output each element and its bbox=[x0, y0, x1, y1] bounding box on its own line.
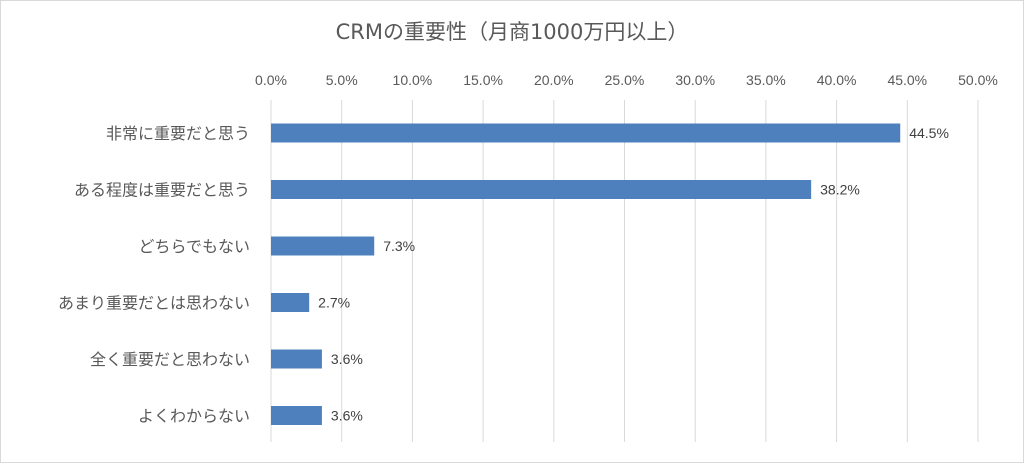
category-label: あまり重要だとは思わない bbox=[58, 294, 250, 313]
x-tick-label: 20.0% bbox=[534, 72, 574, 88]
x-tick-label: 10.0% bbox=[393, 72, 433, 88]
data-label: 38.2% bbox=[820, 182, 860, 198]
category-labels: 非常に重要だと思うある程度は重要だと思うどちらでもないあまり重要だとは思わない全… bbox=[58, 124, 250, 426]
bar bbox=[271, 349, 322, 369]
category-label: どちらでもない bbox=[138, 237, 250, 256]
bar bbox=[271, 180, 812, 199]
category-label: よくわからない bbox=[138, 407, 250, 426]
chart-title: CRMの重要性（月商1000万円以上） bbox=[335, 20, 689, 44]
data-label: 2.7% bbox=[318, 295, 350, 311]
x-tick-label: 30.0% bbox=[675, 72, 715, 88]
data-label: 3.6% bbox=[331, 351, 363, 367]
x-tick-label: 0.0% bbox=[255, 72, 287, 88]
x-tick-label: 35.0% bbox=[746, 72, 786, 88]
data-label: 7.3% bbox=[383, 238, 415, 254]
bar bbox=[271, 123, 901, 143]
bar bbox=[271, 406, 322, 425]
x-tick-label: 45.0% bbox=[887, 72, 927, 88]
x-tick-label: 15.0% bbox=[463, 72, 503, 88]
gridlines bbox=[270, 100, 979, 442]
x-tick-label: 50.0% bbox=[958, 72, 998, 88]
data-label: 3.6% bbox=[331, 408, 363, 424]
data-label: 44.5% bbox=[909, 125, 949, 141]
category-label: 非常に重要だと思う bbox=[106, 124, 250, 143]
data-labels: 44.5% 38.2% 7.3% 2.7% 3.6% 3.6% bbox=[318, 125, 949, 424]
x-tick-label: 25.0% bbox=[605, 72, 645, 88]
x-tick-label: 5.0% bbox=[326, 72, 358, 88]
x-axis-ticks: 0.0% 5.0% 10.0% 15.0% 20.0% 25.0% 30.0% 35.0% 40… bbox=[255, 72, 998, 88]
x-tick-label: 40.0% bbox=[817, 72, 857, 88]
bar bbox=[271, 236, 375, 256]
bars bbox=[271, 123, 901, 425]
bar bbox=[271, 293, 310, 312]
category-label: ある程度は重要だと思う bbox=[74, 181, 250, 200]
category-label: 全く重要だと思わない bbox=[90, 350, 250, 369]
